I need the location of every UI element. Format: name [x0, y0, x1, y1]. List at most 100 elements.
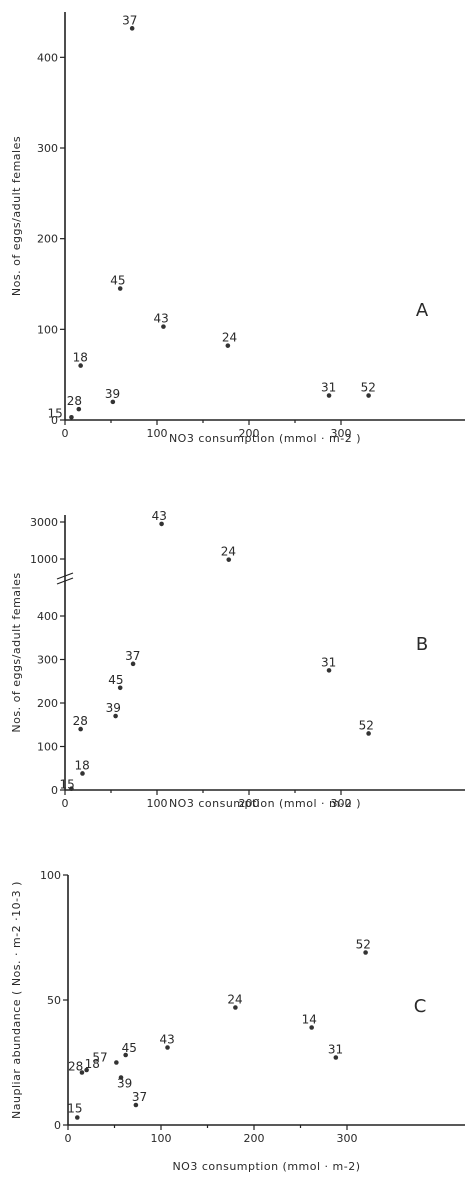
- data-point: [117, 685, 123, 691]
- data-point: [84, 1067, 89, 1073]
- y-tick-label: 0: [54, 1119, 61, 1132]
- data-point: [114, 1060, 119, 1065]
- x-tick-label: 300: [337, 1132, 358, 1145]
- x-tick-label: 300: [331, 797, 352, 810]
- data-point: [69, 786, 74, 791]
- x-tick-label: 100: [151, 1132, 172, 1145]
- x-axis-label: NO3 consumption (mmol · m-2 ): [169, 432, 361, 445]
- data-point: [123, 1052, 128, 1058]
- point-label: 15: [47, 406, 62, 420]
- x-tick-label: 100: [147, 797, 168, 810]
- x-tick-label: 0: [65, 1132, 72, 1145]
- point-label: 31: [321, 381, 336, 395]
- axis-break-mark: [56, 572, 74, 580]
- point-label: 28: [67, 394, 82, 408]
- point-label: 28: [73, 714, 88, 728]
- point-label: 52: [361, 381, 376, 395]
- data-point: [366, 731, 371, 736]
- point-label: 43: [152, 509, 167, 523]
- data-point: [363, 950, 368, 955]
- point-label: 57: [92, 1051, 107, 1065]
- data-point: [225, 343, 231, 348]
- x-tick-label: 0: [62, 797, 69, 810]
- y-axis-label: Naupliar abundance ( Nos. · m-2 ·10-3 ): [10, 881, 23, 1119]
- data-point: [75, 1115, 80, 1120]
- data-point: [78, 363, 83, 368]
- point-label: 52: [356, 938, 371, 952]
- y-tick-label: 50: [47, 994, 61, 1007]
- y-tick-label: 3000: [30, 516, 58, 529]
- point-label: 18: [73, 351, 88, 365]
- y-tick-label: 100: [40, 869, 61, 882]
- point-label: 15: [59, 778, 74, 792]
- data-point: [366, 393, 371, 398]
- data-point: [80, 771, 85, 776]
- point-label: 39: [105, 387, 120, 401]
- panel-C: 0 50 100 0 100 200 300 NO3 consumption (mmol · …: [10, 869, 465, 1173]
- point-label: 45: [110, 274, 125, 288]
- data-point: [133, 1102, 139, 1108]
- point-label: 31: [328, 1043, 343, 1057]
- point-label: 37: [125, 649, 140, 663]
- data-point: [76, 406, 82, 412]
- data-point: [165, 1045, 170, 1050]
- point-label: 14: [302, 1013, 317, 1027]
- point-label: 24: [227, 993, 242, 1007]
- point-label: 43: [160, 1033, 175, 1047]
- y-axis-label: Nos. of eggs/adult females: [10, 136, 23, 296]
- data-point: [226, 557, 232, 562]
- data-point: [159, 521, 164, 527]
- axis-break-mark: [56, 577, 74, 585]
- data-point: [78, 726, 83, 732]
- y-tick-label: 200: [37, 697, 58, 710]
- data-point: [113, 713, 118, 719]
- panel-label: B: [416, 634, 428, 655]
- point-label: 45: [122, 1041, 137, 1055]
- point-label: 15: [67, 1102, 82, 1116]
- point-label: 39: [106, 701, 121, 715]
- point-label: 18: [74, 758, 89, 772]
- point-label: 28: [68, 1060, 83, 1074]
- panel-label: A: [416, 300, 429, 321]
- y-tick-label: 100: [37, 323, 58, 336]
- y-tick-label: 0: [51, 784, 58, 797]
- x-tick-label: 0: [62, 427, 69, 440]
- data-point: [326, 668, 332, 673]
- data-point: [117, 286, 123, 291]
- point-label: 24: [222, 331, 237, 345]
- y-tick-label: 1000: [30, 553, 58, 566]
- data-point: [110, 399, 116, 405]
- data-point: [118, 1075, 124, 1080]
- y-tick-label: 400: [37, 610, 58, 623]
- point-label: 43: [153, 312, 168, 326]
- x-axis-label: NO3 consumption (mmol · m-2 ): [169, 797, 361, 810]
- y-axis-label: Nos. of eggs/adult females: [10, 572, 23, 732]
- y-tick-label: 300: [37, 654, 58, 667]
- x-tick-label: 100: [147, 427, 168, 440]
- point-label: 45: [108, 673, 123, 687]
- point-label: 31: [321, 655, 336, 669]
- x-tick-label: 300: [331, 427, 352, 440]
- point-label: 24: [221, 545, 236, 559]
- y-tick-label: 100: [37, 741, 58, 754]
- data-point: [79, 1070, 85, 1075]
- point-label: 18: [85, 1057, 100, 1071]
- x-tick-label: 200: [239, 427, 260, 440]
- data-point: [309, 1025, 314, 1030]
- point-label: 37: [122, 13, 137, 27]
- y-tick-label: 200: [37, 233, 58, 246]
- point-label: 39: [117, 1077, 132, 1091]
- y-tick-label: 400: [37, 51, 58, 64]
- y-tick-label: 300: [37, 142, 58, 155]
- y-tick-label: 0: [51, 414, 58, 427]
- data-point: [233, 1005, 238, 1010]
- x-tick-label: 200: [239, 797, 260, 810]
- data-point: [130, 661, 136, 667]
- data-point: [161, 324, 166, 329]
- panel-label: C: [414, 996, 427, 1017]
- data-point: [129, 26, 135, 31]
- x-tick-label: 200: [244, 1132, 265, 1145]
